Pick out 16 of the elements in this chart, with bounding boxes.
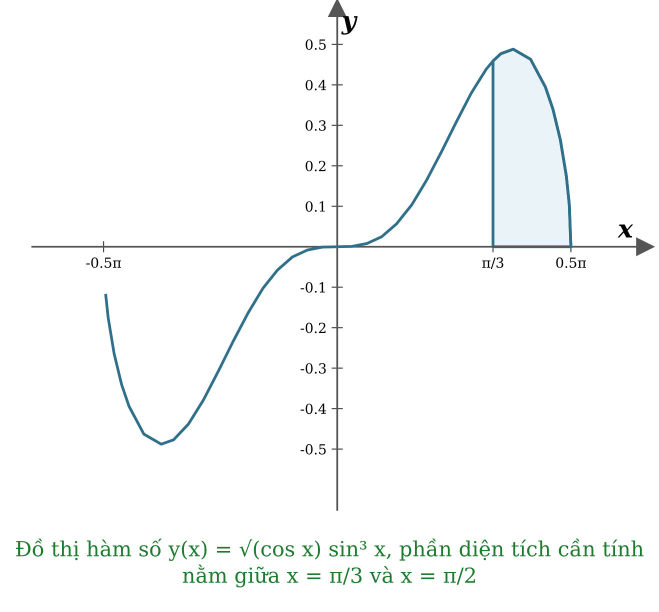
- y-tick-label: -0.5: [300, 444, 326, 455]
- y-tick-label: 0.1: [306, 201, 325, 212]
- x-tick-label: -0.5π: [86, 257, 122, 268]
- y-tick-label: 0.3: [306, 120, 326, 131]
- y-tick-label: 0.2: [306, 160, 326, 172]
- y-tick-label: -0.4: [300, 404, 326, 414]
- y-tick-label: -0.3: [300, 363, 326, 374]
- y-axis-title: y: [341, 16, 358, 35]
- y-tick-label: 0.5: [306, 39, 326, 50]
- text: Đồ thị hàm số y(x) = √(cos x) sin³ x, phần diện tích cần tính nằm giữa x = π/3 và x = π/2: [16, 538, 644, 588]
- y-tick-label: 0.4: [306, 80, 326, 90]
- x-axis-title: x: [618, 224, 634, 238]
- x-tick-label: π/3: [482, 257, 504, 269]
- x-tick-label: 0.5π: [556, 257, 586, 268]
- y-tick-label: -0.1: [300, 282, 325, 293]
- y-tick-label: -0.2: [300, 322, 326, 334]
